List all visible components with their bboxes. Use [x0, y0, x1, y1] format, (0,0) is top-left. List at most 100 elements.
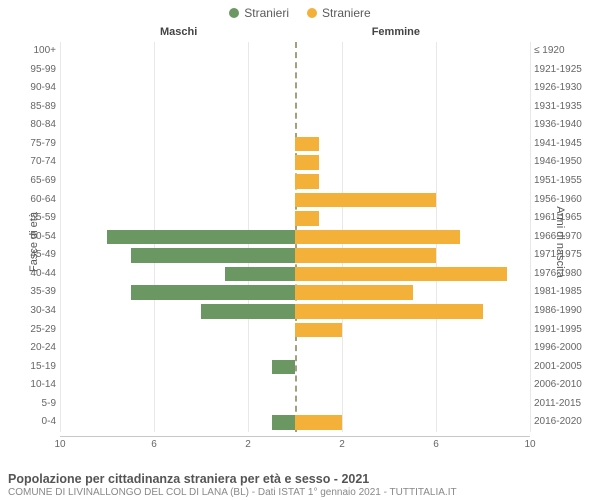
birth-year-label: 2006-2010	[534, 376, 596, 395]
bar-male	[107, 230, 295, 245]
birth-year-label: 2011-2015	[534, 395, 596, 414]
legend-dot-male	[229, 8, 239, 18]
bar-male	[272, 360, 296, 375]
chart-row: 30-341986-1990	[60, 302, 530, 321]
age-label: 20-24	[12, 339, 56, 358]
chart-row: 15-192001-2005	[60, 358, 530, 377]
bar-female	[295, 248, 436, 263]
birth-year-label: 1946-1950	[534, 153, 596, 172]
age-label: 80-84	[12, 116, 56, 135]
x-axis: 10622610	[60, 436, 530, 450]
bar-female	[295, 174, 319, 189]
age-label: 50-54	[12, 228, 56, 247]
age-label: 35-39	[12, 283, 56, 302]
birth-year-label: 1936-1940	[534, 116, 596, 135]
age-label: 0-4	[12, 413, 56, 432]
age-label: 30-34	[12, 302, 56, 321]
bar-female	[295, 211, 319, 226]
bar-female	[295, 415, 342, 430]
age-label: 40-44	[12, 265, 56, 284]
birth-year-label: 1961-1965	[534, 209, 596, 228]
chart-row: 85-891931-1935	[60, 98, 530, 117]
bar-female	[295, 304, 483, 319]
age-label: 10-14	[12, 376, 56, 395]
bar-female	[295, 155, 319, 170]
legend-label-female: Straniere	[322, 6, 371, 20]
age-label: 5-9	[12, 395, 56, 414]
chart-area: Maschi Femmine Fasce di età Anni di nasc…	[0, 22, 600, 462]
chart-row: 25-291991-1995	[60, 321, 530, 340]
legend-item-male: Stranieri	[229, 6, 289, 20]
legend: Stranieri Straniere	[0, 0, 600, 22]
age-label: 55-59	[12, 209, 56, 228]
birth-year-label: 1926-1930	[534, 79, 596, 98]
age-label: 25-29	[12, 321, 56, 340]
age-label: 95-99	[12, 61, 56, 80]
chart-row: 50-541966-1970	[60, 228, 530, 247]
birth-year-label: 2016-2020	[534, 413, 596, 432]
bar-male	[201, 304, 295, 319]
bar-male	[225, 267, 296, 282]
legend-dot-female	[307, 8, 317, 18]
chart-row: 20-241996-2000	[60, 339, 530, 358]
bar-female	[295, 137, 319, 152]
legend-label-male: Stranieri	[244, 6, 289, 20]
chart-row: 100+≤ 1920	[60, 42, 530, 61]
chart-row: 10-142006-2010	[60, 376, 530, 395]
birth-year-label: 1986-1990	[534, 302, 596, 321]
chart-row: 0-42016-2020	[60, 413, 530, 432]
x-tick: 2	[245, 439, 251, 450]
age-label: 65-69	[12, 172, 56, 191]
bar-female	[295, 230, 460, 245]
bar-female	[295, 267, 507, 282]
birth-year-label: 1971-1975	[534, 246, 596, 265]
x-tick: 2	[339, 439, 345, 450]
chart-row: 35-391981-1985	[60, 283, 530, 302]
birth-year-label: 1981-1985	[534, 283, 596, 302]
chart-row: 60-641956-1960	[60, 191, 530, 210]
birth-year-label: 1951-1955	[534, 172, 596, 191]
age-label: 60-64	[12, 191, 56, 210]
birth-year-label: 2001-2005	[534, 358, 596, 377]
bar-male	[272, 415, 296, 430]
birth-year-label: 1991-1995	[534, 321, 596, 340]
birth-year-label: 1941-1945	[534, 135, 596, 154]
age-label: 75-79	[12, 135, 56, 154]
bar-female	[295, 323, 342, 338]
x-tick: 10	[54, 439, 65, 450]
birth-year-label: 1956-1960	[534, 191, 596, 210]
chart-row: 80-841936-1940	[60, 116, 530, 135]
chart-row: 70-741946-1950	[60, 153, 530, 172]
legend-item-female: Straniere	[307, 6, 371, 20]
chart-row: 95-991921-1925	[60, 61, 530, 80]
birth-year-label: ≤ 1920	[534, 42, 596, 61]
birth-year-label: 1996-2000	[534, 339, 596, 358]
footer-subtitle: COMUNE DI LIVINALLONGO DEL COL DI LANA (…	[8, 487, 592, 498]
header-male: Maschi	[160, 26, 197, 38]
age-label: 15-19	[12, 358, 56, 377]
bar-male	[131, 248, 296, 263]
chart-row: 65-691951-1955	[60, 172, 530, 191]
chart-row: 45-491971-1975	[60, 246, 530, 265]
age-label: 70-74	[12, 153, 56, 172]
age-label: 90-94	[12, 79, 56, 98]
x-tick: 10	[524, 439, 535, 450]
bar-male	[131, 285, 296, 300]
chart-row: 40-441976-1980	[60, 265, 530, 284]
x-tick: 6	[151, 439, 157, 450]
footer: Popolazione per cittadinanza straniera p…	[8, 472, 592, 498]
plot: 100+≤ 192095-991921-192590-941926-193085…	[60, 42, 530, 432]
chart-row: 55-591961-1965	[60, 209, 530, 228]
chart-row: 5-92011-2015	[60, 395, 530, 414]
age-label: 45-49	[12, 246, 56, 265]
age-label: 100+	[12, 42, 56, 61]
footer-title: Popolazione per cittadinanza straniera p…	[8, 472, 592, 486]
x-tick: 6	[433, 439, 439, 450]
header-female: Femmine	[372, 26, 420, 38]
bar-female	[295, 285, 413, 300]
chart-row: 75-791941-1945	[60, 135, 530, 154]
birth-year-label: 1931-1935	[534, 98, 596, 117]
birth-year-label: 1966-1970	[534, 228, 596, 247]
birth-year-label: 1921-1925	[534, 61, 596, 80]
age-label: 85-89	[12, 98, 56, 117]
